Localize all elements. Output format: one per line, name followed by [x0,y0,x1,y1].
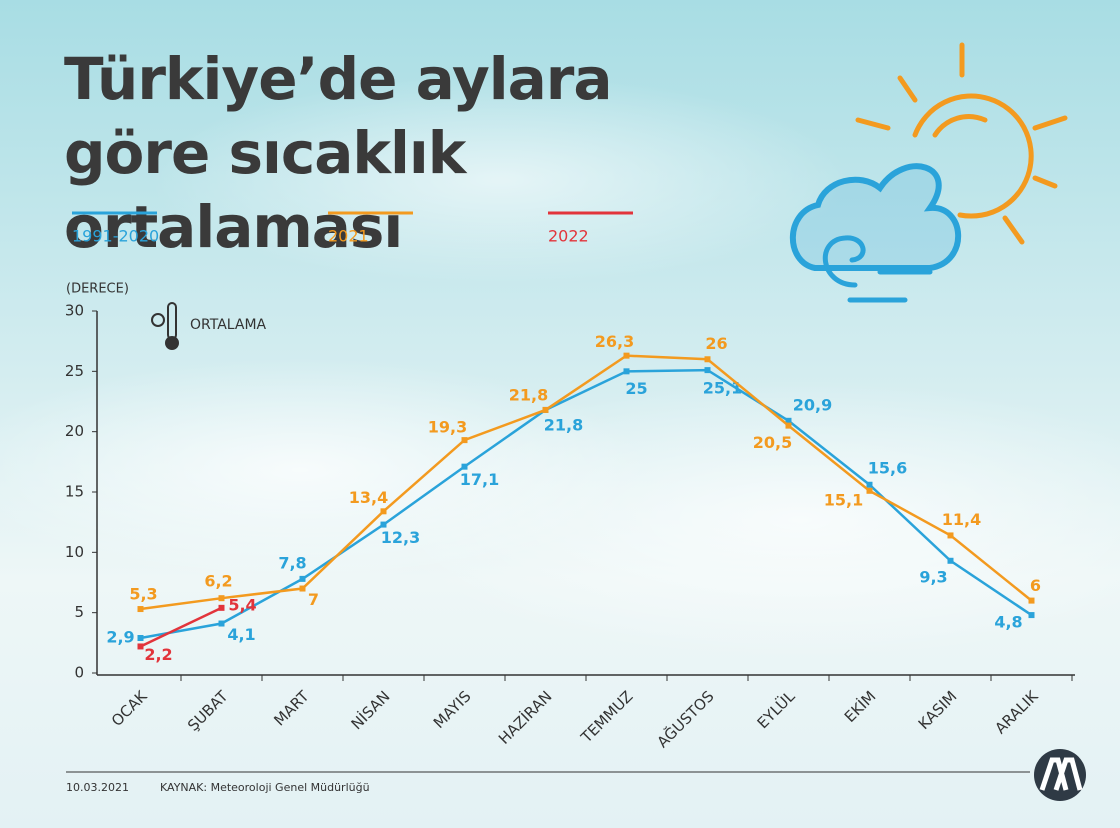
series-line [140,354,1033,611]
point [704,356,711,363]
value-label: 15,6 [868,458,907,477]
x-tick-label: HAZİRAN [494,687,555,748]
value-label: 21,8 [544,415,583,434]
thermometer-icon [151,302,179,350]
x-tick-label: KASIM [915,687,961,733]
y-tick-label: 15 [65,483,84,501]
point [947,557,954,564]
point [137,635,144,642]
value-label: 6 [1030,576,1041,595]
chart-title: Türkiye’de aylara göre sıcaklık ortalama… [64,45,613,261]
weather-icon [789,42,1068,303]
point [785,422,792,429]
value-label: 20,9 [793,395,832,414]
point [623,368,630,375]
value-label: 17,1 [460,470,499,489]
x-tick-label: MAYIS [430,687,475,732]
legend-label: 2021 [328,227,369,246]
point [866,487,873,494]
point [1028,597,1035,604]
annotation: ORTALAMA [190,317,267,333]
point [137,606,144,613]
x-tick-label: NİSAN [347,687,394,734]
value-label: 19,3 [428,418,467,437]
value-label: 4,1 [227,625,255,644]
value-label: 12,3 [381,528,420,547]
y-tick-label: 10 [65,543,84,561]
point [866,481,873,488]
series-line [139,606,223,648]
value-label: 5,3 [129,585,157,604]
point [299,585,306,592]
point [947,532,954,539]
value-label: 26 [705,334,727,353]
value-label: 7 [308,590,319,609]
x-tick-label: ARALIK [991,686,1042,737]
value-label: 6,2 [204,572,232,591]
y-tick-label: 25 [65,362,84,380]
value-label: 9,3 [919,567,947,586]
point [461,463,468,470]
value-label: 7,8 [278,553,306,572]
date: 10.03.2021 [66,781,129,794]
y-tick-label: 20 [65,422,84,440]
legend-label: 1991-2020 [72,227,159,246]
point [623,352,630,359]
point [137,643,144,650]
y-axis-label: (DERECE) [66,282,129,297]
value-label: 2,2 [144,645,172,664]
value-label: 25 [625,379,647,398]
value-label: 4,8 [994,613,1022,632]
point [218,595,225,602]
x-tick-label: OCAK [108,686,152,730]
point [461,437,468,444]
point [299,575,306,582]
point [542,406,549,413]
value-label: 20,5 [753,433,792,452]
y-tick-label: 0 [74,664,84,682]
series-line [140,368,1033,640]
value-label: 2,9 [106,628,134,647]
point [218,604,225,611]
source: KAYNAK: Meteoroloji Genel Müdürlüğü [160,781,370,794]
logo [1034,749,1086,801]
y-tick-label: 30 [65,302,84,320]
x-tick-label: TEMMUZ [577,687,637,747]
x-tick-label: ŞUBAT [184,687,232,735]
point [218,620,225,627]
x-tick-label: MART [270,687,313,730]
point [704,367,711,374]
value-label: 26,3 [595,332,634,351]
value-label: 21,8 [509,385,548,404]
point [380,521,387,528]
value-label: 13,4 [349,488,388,507]
x-tick-label: EYLÜL [753,686,799,732]
value-label: 11,4 [942,510,981,529]
point [785,417,792,424]
point [380,508,387,515]
value-label: 25,1 [703,379,742,398]
value-label: 5,4 [228,595,256,614]
value-label: 15,1 [824,490,863,509]
x-tick-label: AĞUSTOS [653,687,718,752]
point [1028,612,1035,619]
y-tick-label: 5 [74,603,84,621]
x-tick-label: EKİM [840,687,879,726]
legend-label: 2022 [548,227,589,246]
